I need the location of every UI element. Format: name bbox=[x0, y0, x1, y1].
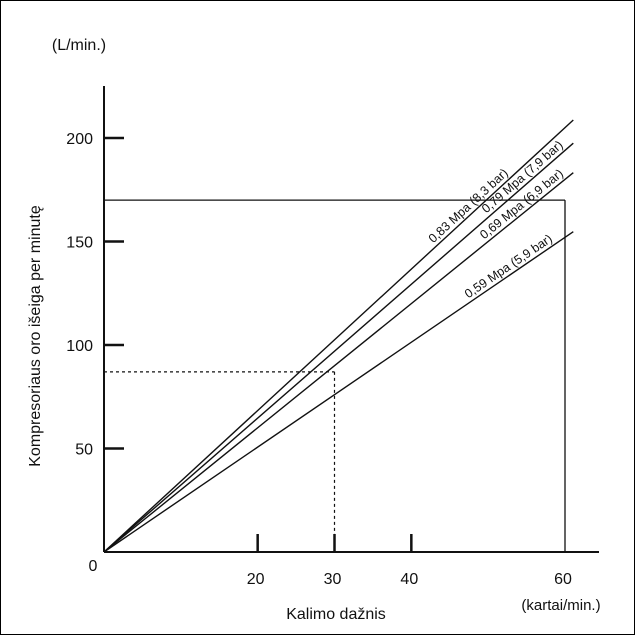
x-axis-title: Kalimo dažnis bbox=[286, 606, 386, 623]
series-lines bbox=[103, 119, 574, 553]
y-tick-label-3: 200 bbox=[66, 131, 93, 148]
x-axis-unit: (kartai/min.) bbox=[521, 597, 600, 614]
series-line-4 bbox=[103, 231, 574, 553]
series-label-4: 0,59 Mpa (5,9 bar) bbox=[462, 232, 555, 302]
y-axis-title: Kompresoriaus oro išeiga per minutę bbox=[27, 205, 44, 467]
x-tick-label-2: 40 bbox=[400, 571, 418, 588]
series-line-1 bbox=[103, 119, 574, 553]
y-tick-label-0: 50 bbox=[75, 442, 93, 459]
y-tick-label-1: 100 bbox=[66, 338, 93, 355]
axes bbox=[103, 86, 599, 553]
y-axis-unit: (L/min.) bbox=[52, 37, 106, 54]
series-line-2 bbox=[103, 142, 574, 553]
y-tick-label-2: 150 bbox=[66, 235, 93, 252]
labels: 0,83 Mpa (8,3 bar)0,79 Mpa (7,9 bar)0,69… bbox=[27, 37, 601, 623]
origin-label: 0 bbox=[89, 558, 98, 575]
ticks bbox=[104, 136, 413, 552]
series-line-3 bbox=[103, 172, 574, 553]
x-tick-label-1: 30 bbox=[324, 571, 342, 588]
x-tick-label-3: 60 bbox=[554, 571, 572, 588]
reference-lines bbox=[104, 199, 566, 552]
x-tick-label-0: 20 bbox=[247, 571, 265, 588]
